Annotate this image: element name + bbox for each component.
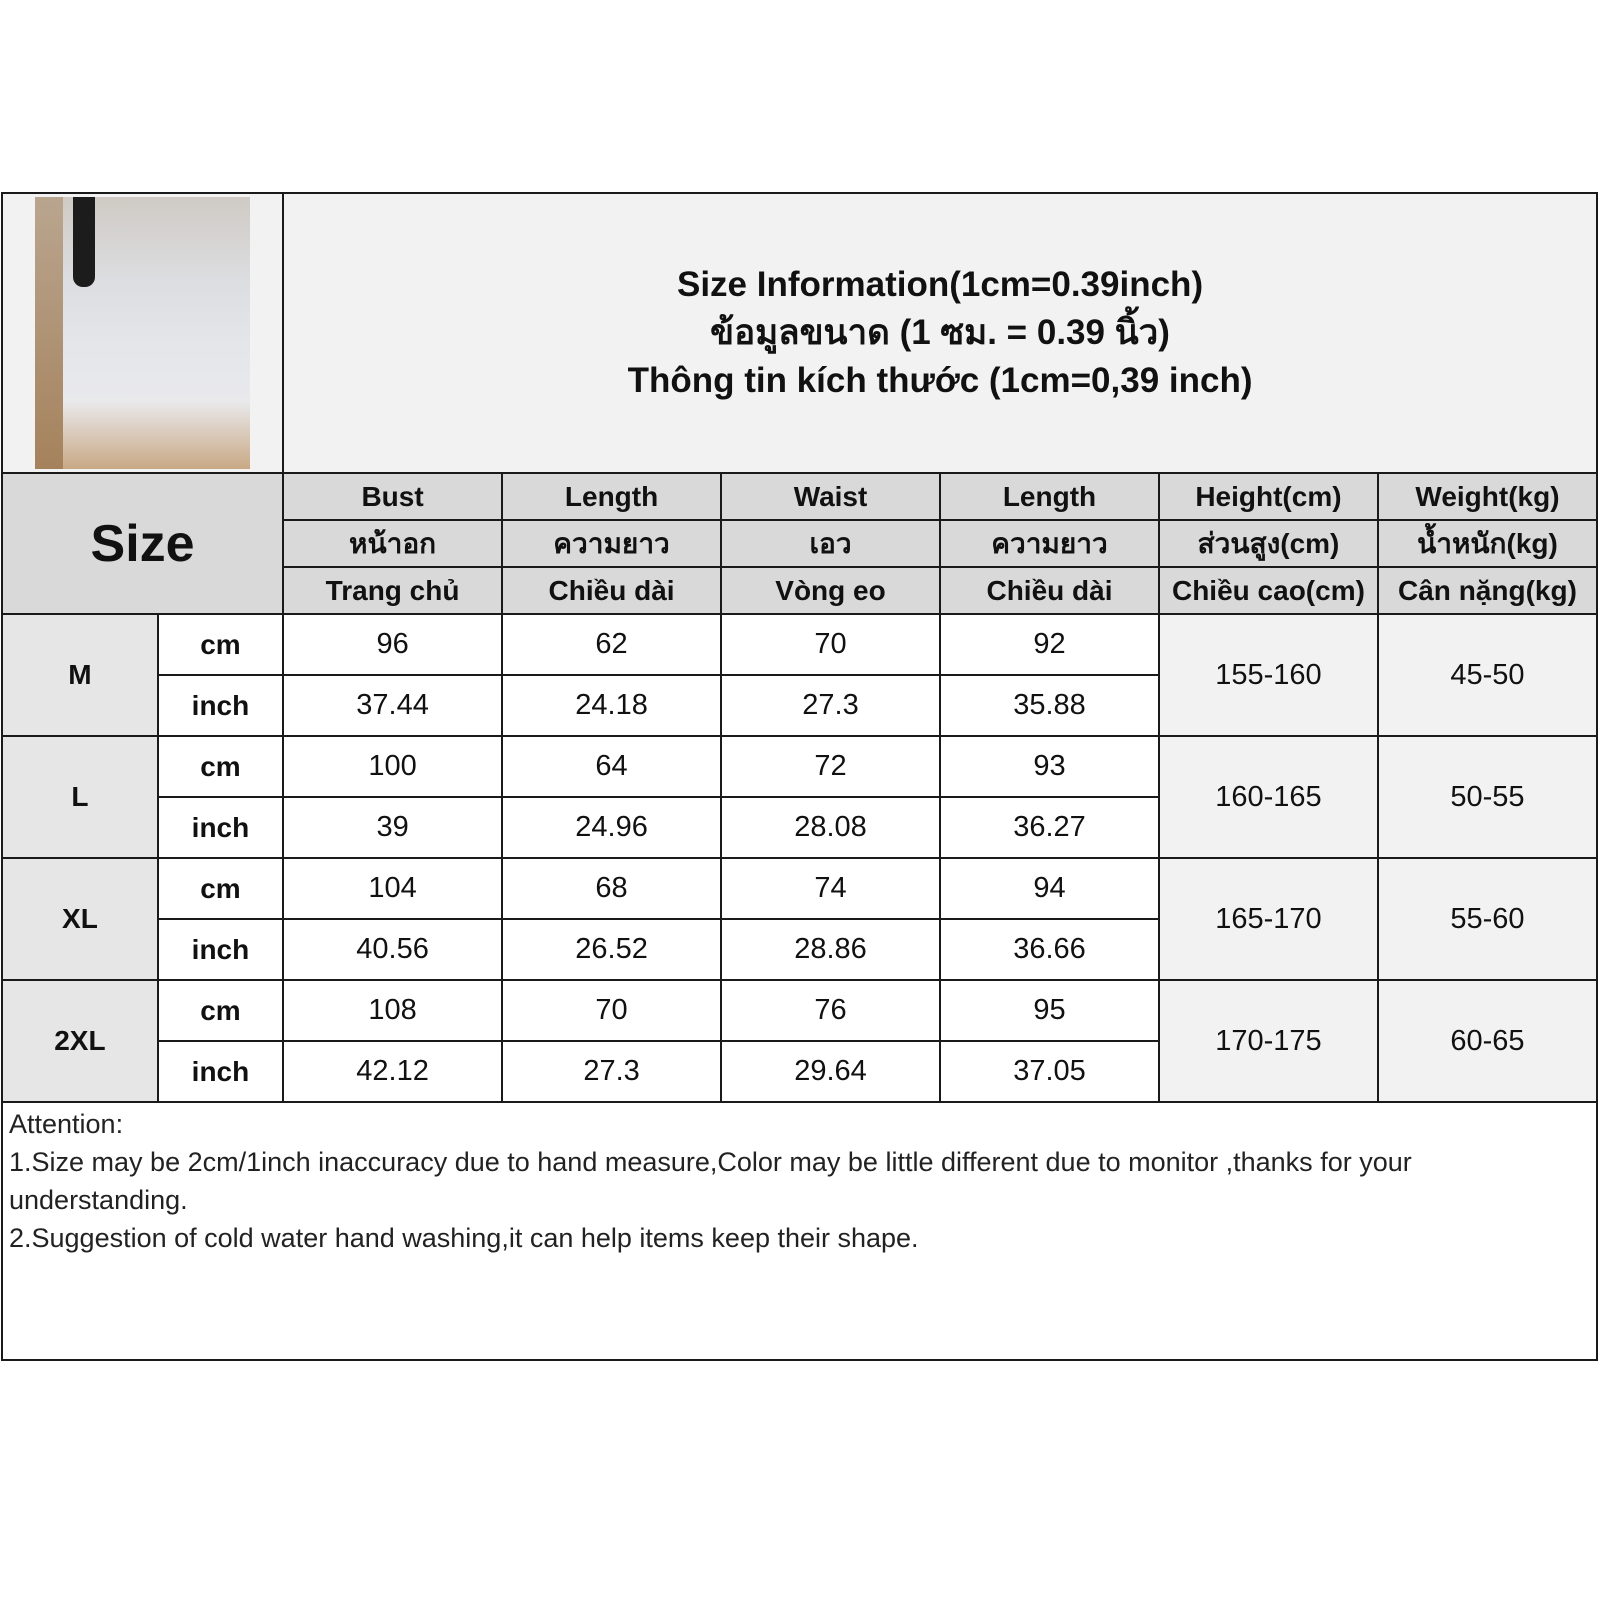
measurement-cell: 40.56 (282, 918, 504, 981)
measurement-cell: 95 (939, 979, 1160, 1042)
column-header-en: Length (501, 472, 723, 521)
size-label: M (1, 613, 159, 737)
column-header-th: ส่วนสูง(cm) (1157, 519, 1379, 568)
measurement-cell: 27.3 (501, 1040, 723, 1103)
size-header: Size (0, 472, 285, 615)
weight-range: 50-55 (1376, 735, 1599, 859)
size-label: XL (1, 857, 159, 981)
height-range: 160-165 (1157, 735, 1379, 859)
measurement-cell: 76 (720, 979, 941, 1042)
height-range: 165-170 (1157, 857, 1379, 981)
measurement-cell: 72 (720, 735, 941, 798)
column-header-en: Bust (282, 472, 504, 521)
column-header-en: Length (939, 472, 1160, 521)
measurement-cell: 94 (939, 857, 1160, 920)
unit-label: inch (156, 674, 285, 737)
measurement-cell: 29.64 (720, 1040, 941, 1103)
title-en: Size Information(1cm=0.39inch) (676, 265, 1204, 304)
size-row-inch: inch 39 24.96 28.08 36.27 (2, 796, 1597, 859)
measurement-cell: 64 (501, 735, 723, 798)
measurement-cell: 62 (501, 613, 723, 676)
column-header-en: Weight(kg) (1376, 472, 1599, 521)
measurement-cell: 37.05 (939, 1040, 1160, 1103)
note-item: 2.Suggestion of cold water hand washing,… (9, 1223, 919, 1253)
measurement-cell: 68 (501, 857, 723, 920)
note-item: 1.Size may be 2cm/1inch inaccuracy due t… (9, 1147, 1412, 1215)
height-range: 170-175 (1157, 979, 1379, 1103)
unit-label: cm (156, 613, 285, 676)
measurement-cell: 74 (720, 857, 941, 920)
measurement-cell: 70 (501, 979, 723, 1042)
size-label: 2XL (1, 979, 159, 1103)
measurement-cell: 39 (282, 796, 504, 859)
measurement-cell: 24.96 (501, 796, 723, 859)
weight-range: 55-60 (1376, 857, 1599, 981)
title-vi: Thông tin kích thước (1cm=0,39 inch) (627, 361, 1253, 400)
measurement-cell: 70 (720, 613, 941, 676)
measurement-cell: 36.27 (939, 796, 1160, 859)
measurement-cell: 28.08 (720, 796, 941, 859)
notes-heading: Attention: (9, 1109, 124, 1139)
size-row-inch: inch 42.12 27.3 29.64 37.05 (2, 1040, 1597, 1103)
product-photo-cell (0, 192, 285, 474)
size-row-cm: 2XL cm 108 70 76 95 170-175 60-65 (1, 979, 1599, 1103)
column-header-th: ความยาว (939, 519, 1160, 568)
measurement-cell: 37.44 (282, 674, 504, 737)
measurement-cell: 26.52 (501, 918, 723, 981)
column-header-vi: Chiều dài (501, 566, 723, 615)
column-header-vi: Cân nặng(kg) (1376, 566, 1599, 615)
unit-label: cm (156, 857, 285, 920)
measurement-cell: 36.66 (939, 918, 1160, 981)
title-cell: Size Information(1cm=0.39inch) ข้อมูลขนา… (282, 192, 1598, 474)
unit-label: inch (156, 1040, 285, 1103)
weight-range: 45-50 (1376, 613, 1599, 737)
measurement-cell: 104 (282, 857, 504, 920)
unit-label: inch (156, 796, 285, 859)
size-row-inch: inch 37.44 24.18 27.3 35.88 (2, 674, 1597, 737)
measurement-cell: 108 (282, 979, 504, 1042)
unit-label: cm (156, 735, 285, 798)
size-chart-table: Size Information(1cm=0.39inch) ข้อมูลขนา… (0, 192, 1599, 1361)
column-header-en: Waist (720, 472, 941, 521)
column-header-vi: Chiều cao(cm) (1157, 566, 1379, 615)
size-row-inch: inch 40.56 26.52 28.86 36.66 (2, 918, 1597, 981)
column-header-th: หน้าอก (282, 519, 504, 568)
measurement-cell: 27.3 (720, 674, 941, 737)
column-header-en: Height(cm) (1157, 472, 1379, 521)
measurement-cell: 24.18 (501, 674, 723, 737)
measurement-cell: 93 (939, 735, 1160, 798)
column-header-vi: Chiều dài (939, 566, 1160, 615)
size-row-cm: XL cm 104 68 74 94 165-170 55-60 (1, 857, 1599, 981)
measurement-cell: 42.12 (282, 1040, 504, 1103)
measurement-cell: 100 (282, 735, 504, 798)
column-header-th: เอว (720, 519, 941, 568)
unit-label: cm (156, 979, 285, 1042)
title-th: ข้อมูลขนาด (1 ซม. = 0.39 นิ้ว) (710, 313, 1170, 352)
attention-notes: Attention: 1.Size may be 2cm/1inch inacc… (1, 1101, 1598, 1361)
column-header-vi: Vòng eo (720, 566, 941, 615)
column-header-th: ความยาว (501, 519, 723, 568)
measurement-cell: 96 (282, 613, 504, 676)
column-header-th: น้ำหนัก(kg) (1376, 519, 1599, 568)
product-photo (35, 197, 251, 469)
measurement-cell: 28.86 (720, 918, 941, 981)
unit-label: inch (156, 918, 285, 981)
measurement-cell: 92 (939, 613, 1160, 676)
column-header-vi: Trang chủ (282, 566, 504, 615)
weight-range: 60-65 (1376, 979, 1599, 1103)
size-label: L (1, 735, 159, 859)
height-range: 155-160 (1157, 613, 1379, 737)
measurement-cell: 35.88 (939, 674, 1160, 737)
